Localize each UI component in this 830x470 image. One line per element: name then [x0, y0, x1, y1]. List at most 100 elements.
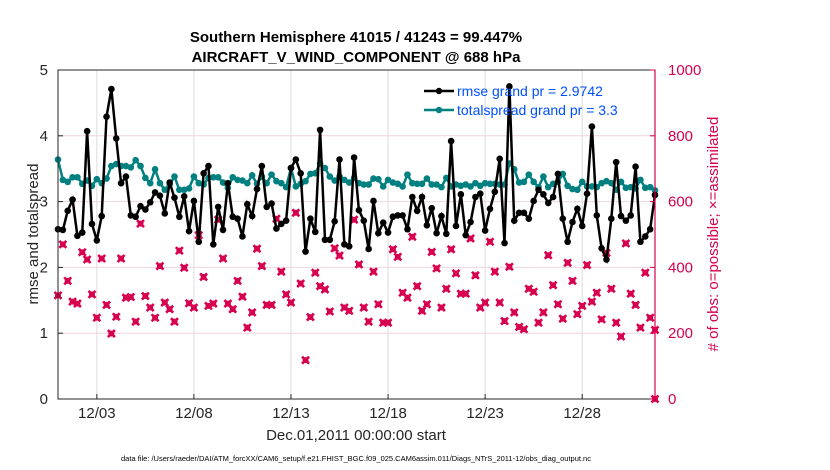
obs-marker: [126, 292, 136, 302]
rmse-point: [394, 212, 402, 219]
totalspread-point: [190, 173, 198, 180]
obs-marker: [257, 261, 267, 271]
rmse-point: [413, 207, 421, 215]
obs-marker: [470, 270, 480, 280]
rmse-point: [214, 203, 222, 211]
obs-marker: [611, 318, 621, 328]
obs-marker: [587, 297, 597, 307]
rmse-point: [467, 218, 474, 226]
obs-marker: [543, 250, 553, 260]
totalspread-point: [641, 184, 649, 192]
totalspread-point: [481, 179, 489, 187]
rmse-point: [472, 193, 479, 201]
obs-marker: [140, 291, 150, 301]
rmse-point: [583, 190, 591, 198]
rmse-point: [457, 191, 465, 198]
y-right-tick-label: 600: [668, 194, 693, 211]
totalspread-point: [176, 186, 183, 194]
obs-marker: [403, 293, 412, 303]
obs-marker: [461, 289, 471, 299]
obs-marker: [519, 324, 529, 334]
obs-marker: [102, 300, 111, 310]
rmse-point: [345, 243, 353, 250]
x-tick-label: 12/18: [369, 405, 407, 422]
obs-marker: [621, 238, 631, 248]
obs-marker: [369, 267, 378, 277]
obs-marker: [174, 246, 184, 256]
totalspread-point: [185, 185, 193, 192]
rmse-point: [200, 170, 207, 177]
obs-marker: [495, 298, 505, 308]
obs-marker: [548, 280, 558, 290]
obs-marker: [252, 244, 262, 254]
totalspread-point: [569, 185, 576, 193]
rmse-point: [578, 222, 586, 230]
plot-area: [53, 83, 660, 404]
rmse-point: [530, 197, 537, 205]
obs-marker: [179, 263, 189, 273]
y-tick-label: 4: [40, 128, 48, 145]
totalspread-point: [307, 170, 314, 178]
rmse-point: [64, 207, 72, 215]
rmse-point: [418, 193, 426, 201]
totalspread-point: [74, 173, 81, 181]
obs-marker: [582, 260, 592, 270]
rmse-point: [146, 198, 154, 206]
rmse-point: [442, 230, 450, 238]
rmse-point: [360, 217, 368, 224]
obs-marker: [296, 279, 306, 288]
rmse-point: [370, 197, 377, 205]
rmse-point: [515, 209, 523, 217]
obs-marker: [136, 219, 145, 229]
rmse-point: [350, 154, 358, 161]
obs-marker: [636, 323, 645, 333]
totalspread-point: [137, 162, 144, 170]
y-tick-label: 1: [40, 325, 48, 342]
rmse-point: [156, 192, 164, 199]
totalspread-point: [574, 186, 581, 194]
legend-rmse-label: rmse grand pr = 2.9742: [457, 83, 603, 99]
y-right-tick-label: 800: [668, 128, 693, 145]
totalspread-point: [146, 179, 154, 187]
obs-marker: [242, 323, 252, 333]
rmse-point: [117, 179, 125, 187]
y-right-tick-label: 200: [668, 325, 693, 342]
y-right-tick-label: 400: [668, 259, 693, 276]
obs-marker: [131, 317, 141, 327]
totalspread-point: [637, 176, 644, 184]
obs-marker: [320, 285, 330, 294]
y-tick-label: 0: [40, 391, 48, 408]
obs-marker: [383, 318, 393, 328]
rmse-point: [190, 197, 198, 205]
totalspread-point: [142, 174, 149, 182]
totalspread-point: [588, 183, 596, 190]
obs-marker: [72, 299, 82, 309]
obs-marker: [572, 309, 582, 319]
rmse-point: [617, 212, 625, 220]
rmse-point: [481, 227, 489, 234]
obs-marker: [58, 239, 68, 249]
rmse-point: [569, 218, 576, 226]
rmse-point: [180, 193, 188, 200]
obs-marker: [407, 232, 417, 242]
rmse-point: [171, 194, 178, 201]
rmse-point: [423, 221, 431, 229]
totalspread-point: [248, 171, 256, 179]
obs-marker: [563, 258, 573, 268]
totalspread-point: [622, 184, 630, 192]
rmse-point: [646, 225, 654, 233]
obs-marker: [451, 268, 461, 278]
obs-marker: [427, 247, 437, 257]
obs-marker: [199, 272, 209, 282]
obs-marker: [150, 313, 160, 323]
totalspread-point: [151, 166, 159, 173]
rmse-point: [88, 220, 96, 228]
obs-marker: [170, 317, 179, 327]
rmse-point: [433, 229, 440, 237]
y-tick-label: 2: [40, 259, 48, 276]
totalspread-point: [476, 182, 484, 190]
obs-marker: [640, 268, 650, 278]
rmse-point: [520, 209, 528, 217]
x-tick-label: 12/23: [466, 405, 504, 422]
totalspread-point: [544, 183, 552, 191]
